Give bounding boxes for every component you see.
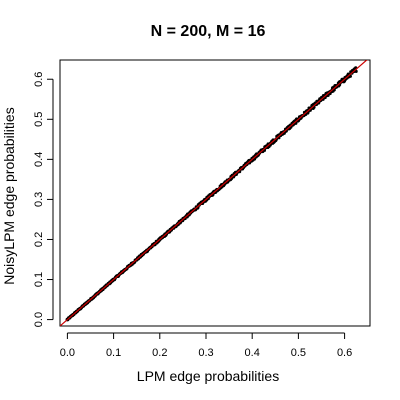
x-axis-label: LPM edge probabilities [137,368,279,384]
reference-line-group [60,60,368,326]
y-axis: 0.0 0.1 0.2 0.3 0.4 0.5 0.6 [33,72,54,327]
y-tick-label: 0.1 [33,272,45,287]
y-tick-label: 0.3 [33,192,45,207]
x-tick-label: 0.0 [60,347,75,359]
x-tick-label: 0.6 [337,347,352,359]
y-tick-label: 0.5 [33,112,45,127]
y-tick-label: 0.2 [33,232,45,247]
x-tick-label: 0.3 [198,347,213,359]
plot-frame [59,59,371,327]
y-tick-label: 0.6 [33,72,45,87]
x-tick-label: 0.4 [245,347,260,359]
x-tick-label: 0.1 [106,347,121,359]
y-tick-label: 0.4 [33,152,45,167]
y-axis-label: NoisyLPM edge probabilities [1,107,17,284]
x-tick-label: 0.2 [152,347,167,359]
chart-title: N = 200, M = 16 [151,23,266,40]
identity-reference-line [60,60,368,326]
x-axis: 0.0 0.1 0.2 0.3 0.4 0.5 0.6 [60,332,352,359]
y-tick-label: 0.0 [33,312,45,327]
x-tick-label: 0.5 [291,347,306,359]
